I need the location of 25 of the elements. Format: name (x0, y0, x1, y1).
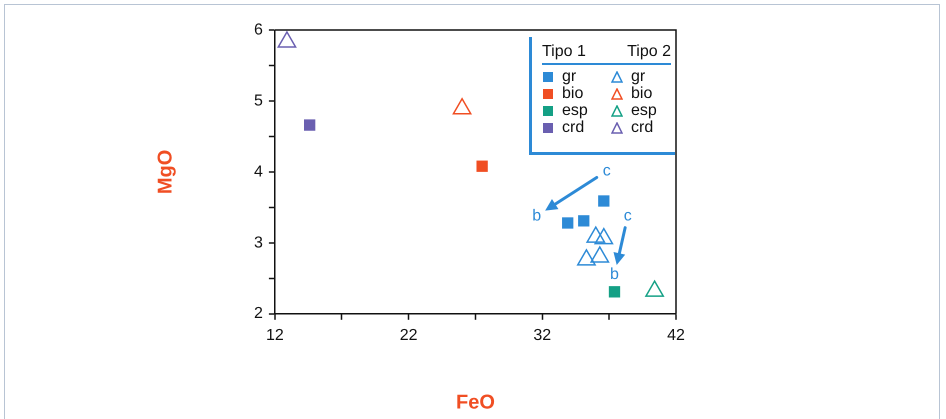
annotation: b (610, 266, 620, 284)
x-tick-label: 32 (533, 326, 552, 344)
annotation: b (532, 207, 542, 224)
x-tick-label: 22 (400, 326, 418, 344)
y-tick-label: 6 (254, 21, 263, 38)
annotation: c (602, 162, 611, 180)
y-tick-label: 4 (254, 163, 263, 180)
legend-label: bio (631, 85, 652, 102)
annotation: Tipo 2 (627, 43, 671, 61)
x-tick-label: 42 (667, 326, 685, 344)
y-tick-label: 5 (254, 92, 263, 110)
x-tick-label: 12 (266, 326, 284, 344)
x-axis-title: FeO (456, 392, 495, 414)
legend-label: gr (562, 68, 576, 85)
legend-label: bio (562, 85, 584, 102)
legend-label: esp (631, 102, 657, 119)
y-tick-label: 3 (254, 234, 263, 252)
y-axis-title: MgO (154, 150, 177, 194)
legend-label: crd (562, 119, 584, 136)
legend-label: gr (631, 68, 646, 85)
legend-label: esp (562, 102, 588, 119)
annotation: Tipo 1 (542, 43, 586, 61)
legend-label: crd (631, 119, 654, 136)
y-tick-label: 2 (254, 305, 263, 322)
annotation: c (624, 207, 632, 224)
